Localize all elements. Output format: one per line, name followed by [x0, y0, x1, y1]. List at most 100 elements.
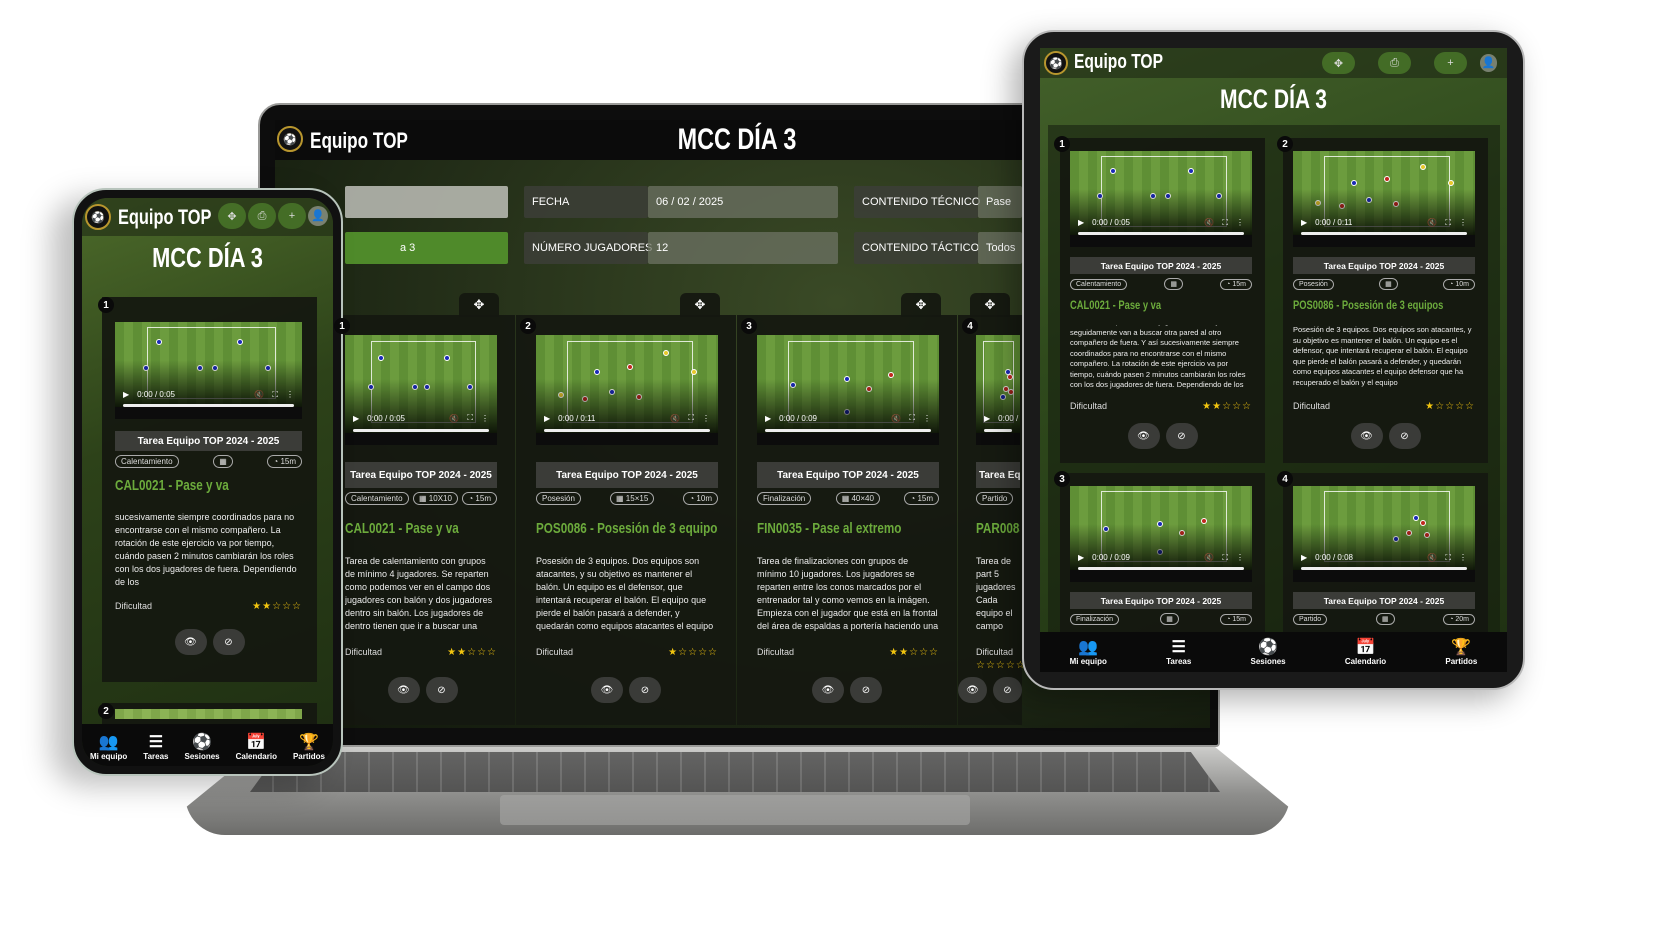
- add-button[interactable]: +: [278, 203, 306, 229]
- drag-handle-icon[interactable]: ✥: [459, 293, 499, 317]
- task-video-player[interactable]: ▶ 0:00 / 0:09 🔇 ⛶ ⋮: [1070, 486, 1252, 582]
- more-options-icon[interactable]: ⋮: [923, 413, 931, 423]
- video-progress-bar[interactable]: [544, 428, 710, 432]
- drag-handle-icon[interactable]: ✥: [680, 293, 720, 317]
- play-icon[interactable]: ▶: [984, 414, 991, 423]
- task-video-player[interactable]: ▶ 0:00 / 0:11 🔇 ⛶ ⋮: [1293, 151, 1475, 247]
- task-name[interactable]: POS0086 - Posesión de 3 equipos: [1293, 298, 1475, 312]
- mute-icon[interactable]: 🔇: [1427, 553, 1438, 563]
- more-options-icon[interactable]: ⋮: [481, 413, 489, 423]
- disable-button[interactable]: ⊘: [1388, 423, 1421, 449]
- drag-handle-icon[interactable]: ✥: [901, 293, 941, 317]
- play-icon[interactable]: ▶: [1301, 218, 1308, 228]
- task-video-player[interactable]: ▶ 0:00 / 0:05 🔇 ⛶ ⋮: [115, 322, 302, 419]
- video-progress-bar[interactable]: [1301, 567, 1467, 571]
- disable-button[interactable]: ⊘: [993, 677, 1022, 703]
- disable-button[interactable]: ⊘: [850, 677, 882, 703]
- video-progress-bar[interactable]: [1078, 567, 1244, 571]
- nav-item-tareas[interactable]: ☰ Tareas: [1166, 639, 1191, 666]
- task-name[interactable]: CAL0021 - Pase y va: [115, 477, 302, 494]
- fullscreen-icon[interactable]: ⛶: [1445, 552, 1451, 562]
- task-name[interactable]: FIN0035 - Pase al extremo: [757, 520, 939, 537]
- task-name[interactable]: POS0086 - Posesión de 3 equipos: [536, 520, 718, 537]
- task-description[interactable]: Tarea de calentamiento con grupos de mín…: [1070, 325, 1252, 391]
- mute-icon[interactable]: 🔇: [1204, 553, 1215, 563]
- jugadores-input[interactable]: 12: [648, 232, 838, 264]
- move-button[interactable]: ✥: [218, 203, 246, 229]
- nav-item-calendario[interactable]: 📅 Calendario: [1345, 639, 1386, 666]
- task-video-player[interactable]: ▶ 0:00 / 0:08: [976, 335, 1020, 445]
- disable-button[interactable]: ⊘: [629, 677, 661, 703]
- session-name-field[interactable]: [345, 186, 508, 218]
- nav-item-sesiones[interactable]: ⚽ Sesiones: [1251, 639, 1286, 666]
- nav-item-partidos[interactable]: 🏆 Partidos: [1445, 639, 1477, 666]
- fullscreen-icon[interactable]: ⛶: [272, 389, 278, 399]
- phase-field[interactable]: a 3: [345, 232, 508, 264]
- nav-item-mi-equipo[interactable]: 👥 Mi equipo: [1070, 639, 1107, 666]
- task-description[interactable]: Tarea de part 5 jugadores Cada equipo el…: [976, 555, 1020, 635]
- view-button[interactable]: 👁: [812, 677, 844, 703]
- task-description[interactable]: Tarea de calentamiento con grupos de mín…: [115, 511, 302, 589]
- view-button[interactable]: 👁: [174, 629, 207, 655]
- mute-icon[interactable]: 🔇: [449, 413, 460, 423]
- task-video-player[interactable]: ▶ 0:00 / 0:05 🔇 ⛶ ⋮: [1070, 151, 1252, 247]
- task-description[interactable]: Posesión de 3 equipos. Dos equipos son a…: [1293, 325, 1475, 391]
- video-progress-bar[interactable]: [1301, 232, 1467, 236]
- more-options-icon[interactable]: ⋮: [1236, 553, 1244, 563]
- task-description[interactable]: Posesión de 3 equipos. Dos equipos son a…: [536, 555, 718, 635]
- view-button[interactable]: 👁: [1350, 423, 1383, 449]
- fullscreen-icon[interactable]: ⛶: [909, 413, 915, 422]
- more-options-icon[interactable]: ⋮: [286, 390, 294, 400]
- task-name[interactable]: CAL0021 - Pase y va: [1070, 298, 1252, 312]
- disable-button[interactable]: ⊘: [212, 629, 245, 655]
- drag-handle-icon[interactable]: ✥: [970, 293, 1010, 317]
- tecnico-select[interactable]: Pase: [978, 186, 1022, 218]
- task-video-player[interactable]: ▶ 0:00 / 0:05 🔇 ⛶ ⋮: [345, 335, 497, 445]
- task-video-player[interactable]: ▶ 0:00 / 0:08 🔇 ⛶ ⋮: [1293, 486, 1475, 582]
- tactico-select[interactable]: Todos: [978, 232, 1022, 264]
- move-button[interactable]: ✥: [1322, 52, 1355, 74]
- play-icon[interactable]: ▶: [544, 413, 551, 423]
- club-crest-icon[interactable]: ⚽: [1044, 51, 1068, 75]
- nav-item-mi-equipo[interactable]: 👥 Mi equipo: [90, 734, 127, 761]
- task-description[interactable]: Tarea de finalizaciones con grupos de mí…: [757, 555, 939, 635]
- task-video-player[interactable]: [115, 709, 302, 719]
- nav-item-calendario[interactable]: 📅 Calendario: [236, 734, 277, 761]
- disable-button[interactable]: ⊘: [1165, 423, 1198, 449]
- task-description[interactable]: Tarea de calentamiento con grupos de mín…: [345, 555, 497, 635]
- fullscreen-icon[interactable]: ⛶: [1445, 217, 1451, 227]
- mute-icon[interactable]: 🔇: [891, 413, 902, 423]
- nav-item-sesiones[interactable]: ⚽ Sesiones: [184, 734, 219, 761]
- user-button[interactable]: 👤: [1480, 54, 1498, 72]
- play-icon[interactable]: ▶: [1301, 553, 1308, 563]
- club-crest-icon[interactable]: ⚽: [277, 126, 303, 152]
- mute-icon[interactable]: 🔇: [254, 390, 265, 400]
- print-button[interactable]: ⎙: [1378, 52, 1411, 74]
- task-video-player[interactable]: ▶ 0:00 / 0:09 🔇 ⛶ ⋮: [757, 335, 939, 445]
- view-button[interactable]: 👁: [387, 677, 420, 703]
- more-options-icon[interactable]: ⋮: [702, 413, 710, 423]
- more-options-icon[interactable]: ⋮: [1459, 218, 1467, 228]
- task-video-player[interactable]: ▶ 0:00 / 0:11 🔇 ⛶ ⋮: [536, 335, 718, 445]
- view-button[interactable]: 👁: [591, 677, 623, 703]
- video-progress-bar[interactable]: [123, 404, 294, 408]
- view-button[interactable]: 👁: [1127, 423, 1160, 449]
- mute-icon[interactable]: 🔇: [670, 413, 681, 423]
- fullscreen-icon[interactable]: ⛶: [467, 413, 473, 422]
- add-button[interactable]: +: [1434, 52, 1467, 74]
- fecha-input[interactable]: 06 / 02 / 2025: [648, 186, 838, 218]
- video-progress-bar[interactable]: [765, 428, 931, 432]
- task-name[interactable]: PAR0083: [976, 520, 1020, 537]
- nav-item-partidos[interactable]: 🏆 Partidos: [293, 734, 325, 761]
- fullscreen-icon[interactable]: ⛶: [1222, 552, 1228, 562]
- mute-icon[interactable]: 🔇: [1427, 218, 1438, 228]
- disable-button[interactable]: ⊘: [425, 677, 458, 703]
- club-crest-icon[interactable]: ⚽: [85, 204, 111, 230]
- video-progress-bar[interactable]: [984, 428, 1012, 432]
- print-button[interactable]: ⎙: [248, 203, 276, 229]
- nav-item-tareas[interactable]: ☰ Tareas: [143, 734, 168, 761]
- user-button[interactable]: 👤: [308, 205, 329, 227]
- play-icon[interactable]: ▶: [1078, 553, 1085, 563]
- more-options-icon[interactable]: ⋮: [1459, 553, 1467, 563]
- video-progress-bar[interactable]: [353, 428, 489, 432]
